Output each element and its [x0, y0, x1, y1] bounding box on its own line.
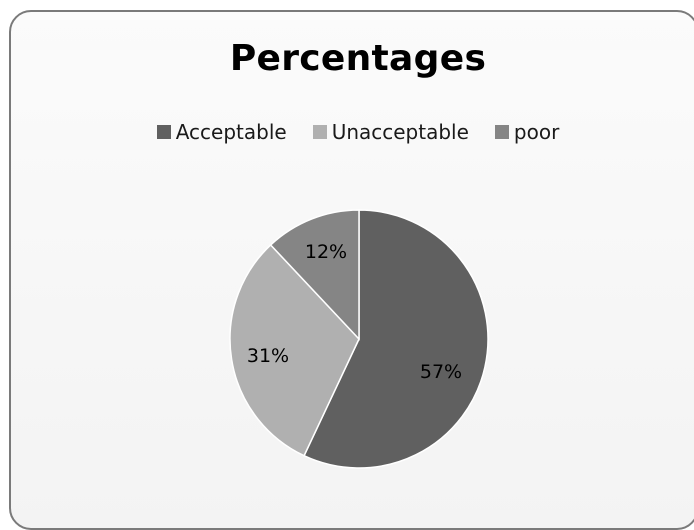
- data-label-unacceptable: 31%: [247, 345, 289, 367]
- legend-label-acceptable: Acceptable: [175, 120, 287, 144]
- legend-item-unacceptable: Unacceptable: [312, 120, 469, 144]
- data-label-poor: 12%: [305, 241, 347, 263]
- legend-swatch-poor: [494, 125, 509, 139]
- pie-chart: 57% 31% 12%: [229, 209, 489, 469]
- pie-slice-poor: [269, 209, 360, 341]
- legend-label-unacceptable: Unacceptable: [331, 120, 469, 144]
- legend-item-poor: poor: [494, 120, 560, 144]
- legend-swatch-unacceptable: [312, 125, 327, 139]
- legend: Acceptable Unacceptable poor: [0, 120, 694, 144]
- pie-slice-acceptable: [303, 209, 489, 469]
- data-label-acceptable: 57%: [420, 361, 462, 383]
- legend-swatch-acceptable: [156, 125, 171, 139]
- pie-slices: [229, 209, 489, 469]
- chart-title: Percentages: [229, 38, 487, 79]
- legend-item-acceptable: Acceptable: [156, 120, 287, 144]
- pie-data-labels: 57% 31% 12%: [247, 241, 462, 383]
- pie-slice-unacceptable: [229, 243, 360, 457]
- legend-label-poor: poor: [513, 120, 560, 144]
